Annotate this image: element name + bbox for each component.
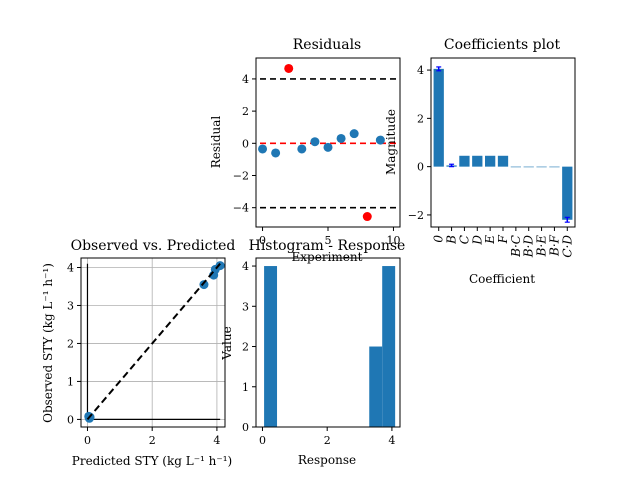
histogram-ylabel: Value	[220, 326, 234, 360]
histogram-bar	[264, 266, 278, 427]
coefficient-bar	[459, 155, 470, 167]
histogram-title: Histogram - Response	[249, 238, 406, 254]
obs-pred-ytick-label: 1	[67, 375, 74, 388]
histogram-ytick-label: 1	[242, 381, 249, 394]
coefficient-bar	[562, 166, 573, 220]
residuals-ytick-label: 4	[242, 73, 249, 86]
obs-pred-frame	[80, 257, 226, 428]
obs-pred-ytick-label: 4	[67, 261, 74, 274]
obs-pred-diagonal	[86, 263, 221, 421]
obs-pred-xtick-label: 2	[149, 434, 156, 447]
histogram-ytick-label: 3	[242, 300, 249, 313]
residuals-title: Residuals	[293, 37, 361, 53]
coefficient-bar	[523, 166, 534, 168]
residuals-xtick-label: 10	[386, 234, 400, 247]
residuals-outlier	[362, 212, 372, 222]
residuals-ytick-label: −4	[233, 202, 249, 215]
coefficients-xtick-label: B·E	[535, 235, 549, 258]
coefficients-frame	[430, 57, 576, 228]
coefficients-xtick-label: 0	[432, 235, 446, 243]
coefficients-xtick-label: B	[445, 235, 459, 245]
histogram-bar	[369, 346, 383, 427]
obs-pred-panel: Observed vs. Predicted 0 1 2 3 4 0 2 4 Observed…	[41, 238, 235, 468]
residuals-frame	[255, 57, 401, 228]
obs-pred-xtick-label: 4	[213, 434, 220, 447]
residuals-ylabel: Residual	[209, 116, 223, 169]
residuals-ytick-label: −2	[233, 169, 249, 182]
coefficient-bar	[433, 68, 444, 167]
coefficients-ytick-label: 4	[417, 64, 424, 77]
obs-pred-plot-area: 0 1 2 3 4 0 2 4	[67, 258, 225, 447]
residuals-xtick-label: 5	[325, 234, 332, 247]
histogram-xtick-label: 4	[388, 434, 395, 447]
obs-pred-title: Observed vs. Predicted	[71, 238, 236, 254]
obs-pred-ytick-label: 3	[67, 299, 74, 312]
coefficients-ytick-label: −2	[408, 209, 424, 222]
histogram-bar	[382, 266, 396, 427]
residuals-plot-area: −4 −2 0 2 4 0 5 10	[233, 63, 400, 247]
coefficient-bar	[472, 155, 483, 167]
coefficients-xtick-label: B·C	[509, 235, 523, 258]
obs-pred-xtick-label: 0	[84, 434, 91, 447]
residuals-xtick-label: 0	[259, 234, 266, 247]
histogram-plot-area: 0 1 2 3 4 0 2 4	[242, 260, 395, 447]
histogram-xtick-label: 2	[324, 434, 331, 447]
obs-pred-xlabel: Predicted STY (kg L⁻¹ h⁻¹)	[72, 454, 232, 468]
coefficients-xtick-label: D	[470, 235, 484, 246]
obs-pred-ylabel: Observed STY (kg L⁻¹ h⁻¹)	[41, 263, 55, 423]
coefficients-ytick-label: 0	[417, 161, 424, 174]
histogram-panel: Histogram - Response 0 1 2 3 4 0 2 4 Value Resp…	[220, 238, 405, 467]
histogram-xtick-label: 0	[259, 434, 266, 447]
coefficient-bar	[497, 155, 509, 167]
coefficients-xtick-label: C	[457, 235, 471, 244]
coefficients-xtick-label: E	[483, 235, 497, 245]
residuals-point	[375, 135, 385, 145]
histogram-ytick-label: 0	[242, 421, 249, 434]
histogram-xlabel: Response	[298, 453, 356, 467]
coefficients-xtick-label: F	[496, 234, 510, 244]
coefficients-xtick-label: B·D	[522, 235, 536, 259]
coefficient-bar	[510, 166, 521, 168]
coefficient-bar	[536, 166, 547, 168]
coefficients-ylabel: Magnitude	[384, 109, 398, 175]
coefficients-panel: Coefficients plot 0BCDEFB·CB·DB·EB·FC·D−…	[384, 37, 576, 286]
residuals-point	[349, 129, 359, 139]
coefficients-xlabel: Coefficient	[469, 272, 535, 286]
residuals-point	[310, 137, 320, 147]
coefficients-ytick-label: 2	[417, 112, 424, 125]
obs-pred-point	[199, 280, 209, 290]
coefficient-bar	[549, 166, 560, 168]
residuals-point	[336, 133, 346, 143]
coefficients-xtick-label: C·D	[560, 235, 574, 258]
coefficients-xtick-label: B·F	[547, 234, 561, 257]
histogram-ytick-label: 4	[242, 260, 249, 273]
histogram-ytick-label: 2	[242, 341, 249, 354]
residuals-point	[258, 144, 268, 154]
residuals-point	[323, 142, 333, 152]
residuals-ytick-label: 2	[242, 105, 249, 118]
residuals-panel: Residuals −4 −2 0 2 4 0 5 10 Residual Experimen…	[209, 37, 401, 264]
residuals-xlabel: Experiment	[292, 250, 363, 264]
histogram-frame	[255, 257, 401, 428]
residuals-outlier	[284, 63, 294, 73]
coefficients-title: Coefficients plot	[444, 37, 561, 53]
coefficient-bar	[485, 155, 496, 167]
residuals-point	[297, 144, 307, 154]
obs-pred-ytick-label: 2	[67, 337, 74, 350]
residuals-ytick-label: 0	[242, 137, 249, 150]
residuals-point	[271, 148, 281, 158]
obs-pred-ytick-label: 0	[67, 413, 74, 426]
